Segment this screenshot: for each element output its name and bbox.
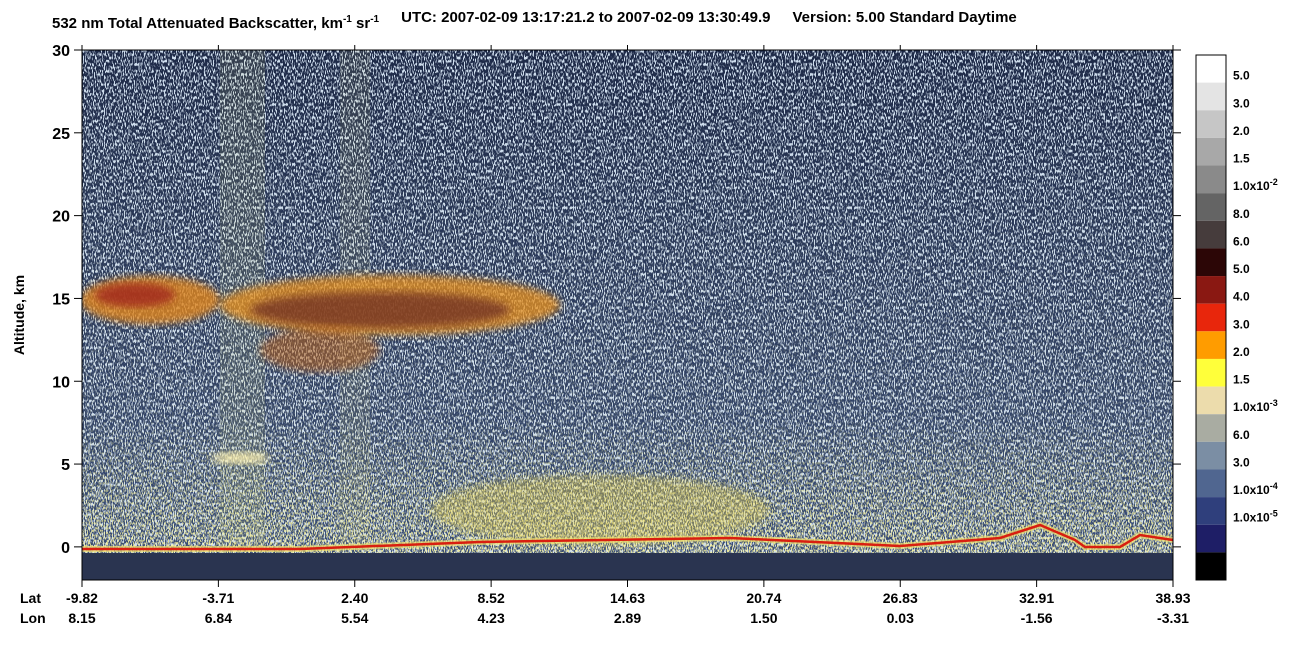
x-tick-label: 1.50	[750, 610, 777, 626]
colorbar-label-sup: -4	[1270, 481, 1278, 491]
x-tick-label: 2.89	[614, 610, 641, 626]
backscatter-image	[82, 50, 1173, 580]
colorbar-band	[1196, 469, 1226, 498]
colorbar-band	[1196, 193, 1226, 221]
colorbar-band	[1196, 165, 1226, 194]
colorbar-label: 1.0x10-5	[1233, 509, 1278, 525]
colorbar-label: 1.5	[1233, 373, 1250, 387]
x-tick-label: -3.71	[202, 590, 234, 606]
colorbar-label: 5.0	[1233, 262, 1250, 276]
colorbar-label-text: 4.0	[1233, 290, 1250, 304]
colorbar-label: 3.0	[1233, 455, 1250, 469]
title-superscript: -1	[370, 14, 379, 25]
colorbar-label: 3.0	[1233, 317, 1250, 331]
colorbar-label-text: 3.0	[1233, 455, 1250, 469]
colorbar-band	[1196, 248, 1226, 277]
colorbar-band	[1196, 276, 1226, 304]
y-tick-label: 15	[52, 291, 70, 308]
x-tick-label: 14.63	[610, 590, 645, 606]
x-tick-label: 6.84	[205, 610, 232, 626]
colorbar-band	[1196, 55, 1226, 83]
colorbar-label: 2.0	[1233, 345, 1250, 359]
colorbar-band	[1196, 552, 1226, 580]
colorbar-label-text: 1.0x10	[1233, 511, 1270, 525]
colorbar-label: 1.0x10-4	[1233, 481, 1278, 497]
colorbar-label-text: 5.0	[1233, 69, 1250, 83]
x-tick-label: -9.82	[66, 590, 98, 606]
title-part: sr	[352, 15, 371, 32]
x-tick-label: 38.93	[1155, 590, 1190, 606]
colorbar-band	[1196, 82, 1226, 111]
colorbar-label-text: 1.0x10	[1233, 179, 1270, 193]
colorbar-label-text: 3.0	[1233, 317, 1250, 331]
colorbar-label-text: 3.0	[1233, 96, 1250, 110]
colorbar-label-sup: -5	[1270, 509, 1278, 519]
title-superscript: -1	[343, 14, 352, 25]
colorbar-label: 3.0	[1233, 96, 1250, 110]
colorbar-label-text: 1.0x10	[1233, 483, 1270, 497]
colorbar-label: 1.0x10-3	[1233, 398, 1278, 414]
version: Version: 5.00 Standard Daytime	[793, 9, 1017, 26]
colorbar-band	[1196, 497, 1226, 525]
colorbar-label: 1.5	[1233, 152, 1250, 166]
colorbar-band	[1196, 110, 1226, 138]
y-tick-label: 5	[61, 457, 70, 474]
colorbar-band	[1196, 331, 1226, 359]
colorbar-band	[1196, 303, 1226, 332]
y-tick-label: 25	[52, 126, 70, 143]
colorbar-frame	[1195, 54, 1227, 581]
y-tick-label: 30	[52, 43, 70, 60]
x-tick-label: 5.54	[341, 610, 368, 626]
colorbar-band	[1196, 137, 1226, 166]
y-tick-label: 20	[52, 209, 70, 226]
y-tick-label: 10	[52, 374, 70, 391]
x-tick-label: 20.74	[746, 590, 781, 606]
colorbar-label-text: 6.0	[1233, 234, 1250, 248]
colorbar-label: 1.0x10-2	[1233, 177, 1278, 193]
colorbar-label-sup: -3	[1270, 398, 1278, 408]
x-tick-label: -1.56	[1021, 610, 1053, 626]
colorbar-label: 5.0	[1233, 69, 1250, 83]
colorbar-band	[1196, 441, 1226, 470]
colorbar-label: 8.0	[1233, 207, 1250, 221]
colorbar-label-text: 1.0x10	[1233, 400, 1270, 414]
colorbar-label-text: 8.0	[1233, 207, 1250, 221]
x-tick-label: 4.23	[478, 610, 505, 626]
x-row-name: Lon	[20, 610, 46, 626]
colorbar-label: 6.0	[1233, 234, 1250, 248]
colorbar-label-text: 1.5	[1233, 373, 1250, 387]
colorbar-label-text: 5.0	[1233, 262, 1250, 276]
colorbar-label-text: 1.5	[1233, 152, 1250, 166]
x-tick-label: 26.83	[883, 590, 918, 606]
x-row-name: Lat	[20, 590, 41, 606]
colorbar-band	[1196, 414, 1226, 442]
x-tick-label: 8.15	[68, 610, 95, 626]
y-axis-label: Altitude, km	[11, 275, 27, 355]
x-tick-label: 32.91	[1019, 590, 1054, 606]
x-tick-label: -3.31	[1157, 610, 1189, 626]
y-tick-label: 0	[61, 540, 70, 557]
colorbar-band	[1196, 220, 1226, 249]
title-part: 532 nm Total Attenuated Backscatter, km	[52, 15, 343, 32]
colorbar-band	[1196, 524, 1226, 553]
chart-title: 532 nm Total Attenuated Backscatter, km-…	[52, 9, 1017, 32]
colorbar: 5.03.02.01.51.0x10-28.06.05.04.03.02.01.…	[1195, 54, 1278, 581]
colorbar-band	[1196, 358, 1226, 387]
x-tick-label: 8.52	[478, 590, 505, 606]
colorbar-band	[1196, 386, 1226, 415]
colorbar-label-text: 2.0	[1233, 124, 1250, 138]
x-tick-label: 0.03	[887, 610, 914, 626]
colorbar-label: 2.0	[1233, 124, 1250, 138]
x-tick-label: 2.40	[341, 590, 368, 606]
colorbar-label: 6.0	[1233, 428, 1250, 442]
time-range: UTC: 2007-02-09 13:17:21.2 to 2007-02-09…	[401, 9, 770, 26]
colorbar-label: 4.0	[1233, 290, 1250, 304]
colorbar-label-text: 2.0	[1233, 345, 1250, 359]
colorbar-label-text: 6.0	[1233, 428, 1250, 442]
colorbar-label-sup: -2	[1270, 177, 1278, 187]
